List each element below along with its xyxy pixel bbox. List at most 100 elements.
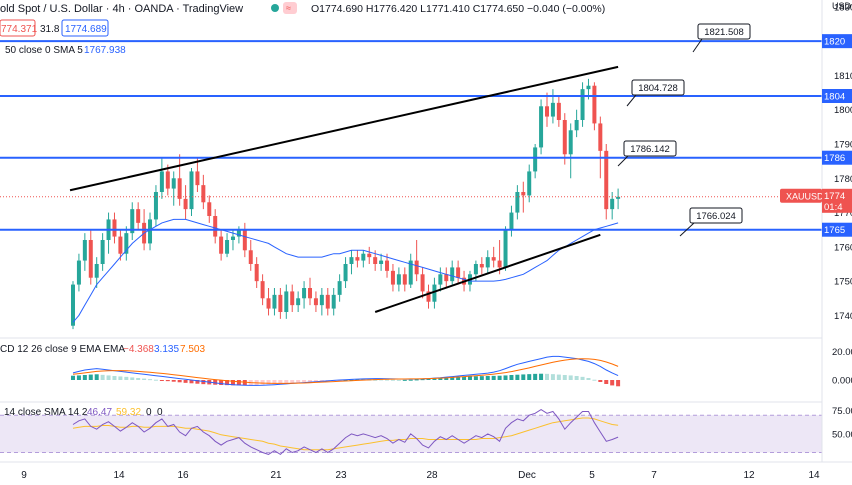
candle[interactable] [420, 274, 425, 292]
candle[interactable] [414, 260, 419, 275]
candle[interactable] [385, 260, 390, 271]
candle[interactable] [539, 106, 544, 148]
candle[interactable] [598, 123, 603, 151]
candle[interactable] [88, 240, 93, 278]
candle[interactable] [533, 147, 538, 172]
candle[interactable] [278, 294, 283, 312]
candle[interactable] [574, 120, 579, 131]
candle[interactable] [118, 236, 123, 254]
candle[interactable] [313, 298, 318, 306]
price-callout-box[interactable] [631, 79, 685, 96]
candle[interactable] [503, 229, 508, 268]
candle[interactable] [177, 178, 182, 199]
candle[interactable] [254, 264, 259, 282]
candles-layer[interactable] [71, 78, 621, 330]
candle[interactable] [485, 257, 490, 268]
candle[interactable] [130, 209, 135, 234]
candle[interactable] [515, 192, 520, 213]
candle[interactable] [355, 257, 360, 261]
candle[interactable] [236, 229, 241, 237]
candle[interactable] [242, 229, 247, 251]
candle[interactable] [562, 120, 567, 155]
candle[interactable] [610, 198, 615, 210]
candle[interactable] [266, 298, 271, 309]
eye-icon[interactable] [283, 2, 297, 14]
candle[interactable] [586, 85, 591, 90]
candle[interactable] [296, 298, 301, 306]
candle[interactable] [379, 260, 384, 264]
candle[interactable] [509, 212, 514, 230]
candle[interactable] [71, 284, 75, 326]
candle[interactable] [616, 196, 621, 199]
candle[interactable] [195, 171, 200, 186]
candle[interactable] [148, 219, 153, 244]
symbol-tag[interactable] [780, 188, 822, 203]
candle[interactable] [183, 198, 188, 210]
candle[interactable] [450, 267, 455, 282]
candle[interactable] [284, 291, 289, 312]
candle[interactable] [112, 219, 117, 237]
candle[interactable] [225, 240, 230, 254]
buy-button[interactable] [61, 19, 109, 37]
candle[interactable] [349, 257, 354, 264]
candle[interactable] [545, 106, 549, 117]
trend-lines-layer[interactable] [69, 65, 619, 313]
candle[interactable] [319, 294, 324, 306]
candle[interactable] [272, 294, 277, 309]
candle[interactable] [308, 288, 312, 299]
candle[interactable] [201, 185, 206, 203]
candle[interactable] [213, 216, 218, 237]
candle[interactable] [592, 85, 597, 124]
candle[interactable] [124, 233, 129, 254]
candle[interactable] [456, 267, 461, 278]
candle[interactable] [302, 288, 307, 299]
candle[interactable] [402, 274, 407, 285]
price-levels-layer[interactable]: 1821.508 1804.728 1786.142 1766.024 [0, 23, 822, 237]
candle[interactable] [568, 130, 573, 155]
candle[interactable] [556, 102, 561, 120]
candle[interactable] [82, 240, 87, 261]
candle[interactable] [396, 274, 401, 285]
candle[interactable] [550, 102, 555, 117]
candle[interactable] [94, 264, 99, 278]
candle[interactable] [426, 291, 431, 302]
candle[interactable] [444, 274, 449, 282]
candle[interactable] [390, 270, 395, 285]
price-callout-box[interactable] [689, 207, 743, 224]
candle[interactable] [165, 171, 170, 189]
candle[interactable] [491, 257, 496, 261]
candle[interactable] [230, 236, 235, 240]
candle[interactable] [473, 264, 478, 275]
sell-button[interactable] [0, 19, 36, 37]
candle[interactable] [171, 178, 176, 189]
candle[interactable] [521, 192, 526, 196]
candle[interactable] [100, 240, 105, 264]
candle[interactable] [248, 250, 253, 264]
candle[interactable] [290, 291, 295, 306]
candle[interactable] [361, 253, 366, 261]
price-callout-box[interactable] [697, 23, 751, 40]
candle[interactable] [438, 274, 443, 285]
candle[interactable] [260, 281, 265, 299]
candle[interactable] [136, 209, 141, 223]
candle[interactable] [580, 89, 585, 120]
candle[interactable] [219, 236, 224, 254]
candle[interactable] [343, 264, 348, 282]
candle[interactable] [367, 253, 372, 258]
candle[interactable] [432, 284, 437, 302]
candle[interactable] [497, 260, 502, 268]
trend-line[interactable] [69, 65, 619, 192]
candle[interactable] [479, 264, 484, 268]
candle[interactable] [153, 192, 158, 220]
candle[interactable] [337, 281, 342, 295]
candle[interactable] [373, 257, 378, 264]
candle[interactable] [527, 171, 532, 196]
candle[interactable] [189, 171, 194, 210]
time-axis[interactable] [0, 462, 852, 485]
candle[interactable] [159, 171, 164, 192]
candle[interactable] [408, 260, 413, 285]
candle[interactable] [604, 150, 609, 210]
candle[interactable] [331, 294, 336, 309]
candle[interactable] [76, 260, 81, 285]
